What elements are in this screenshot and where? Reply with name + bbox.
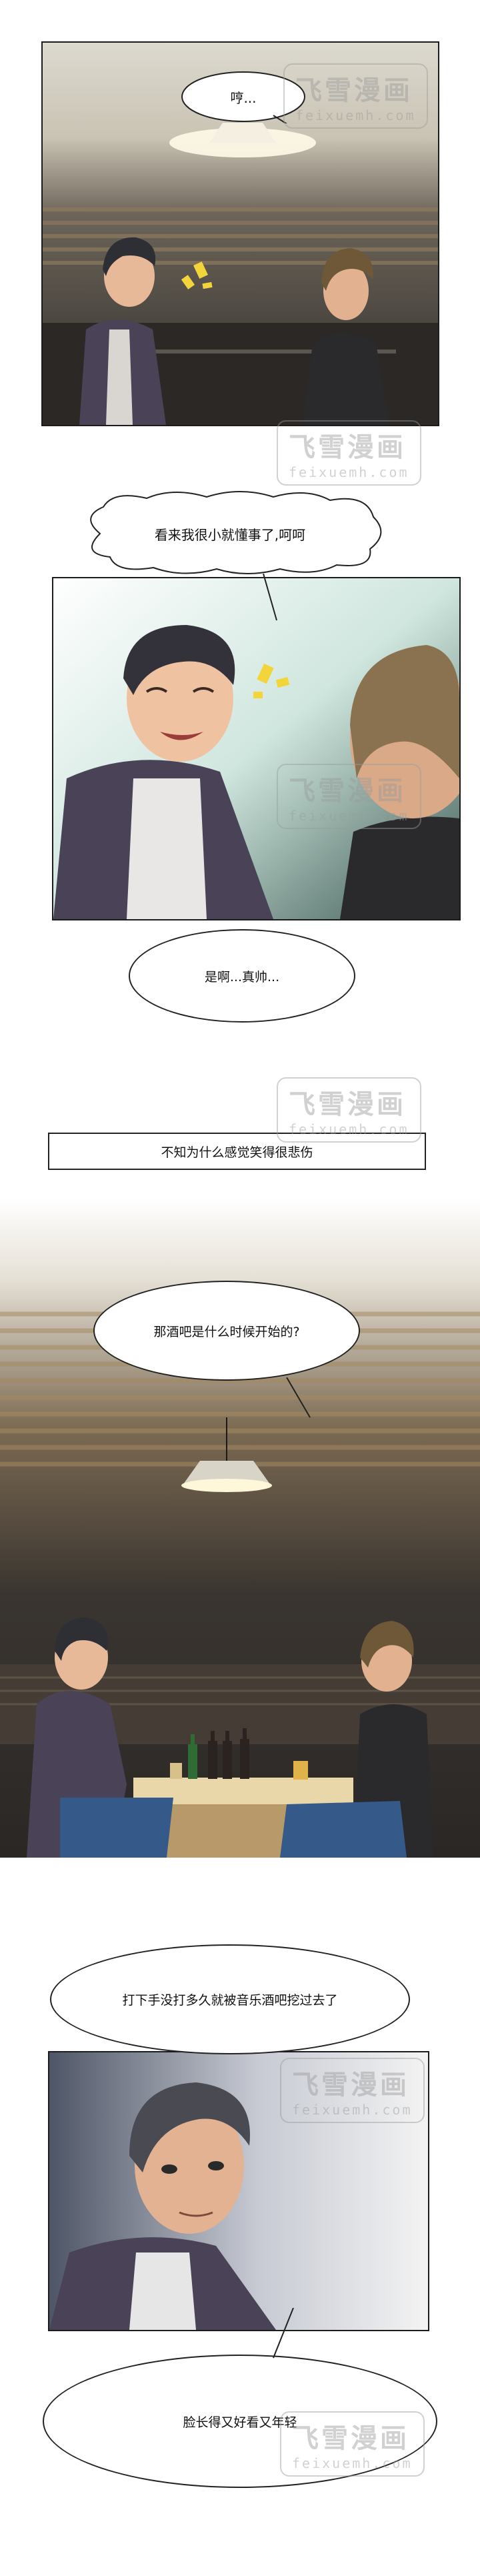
bottles — [170, 1728, 308, 1780]
character-back-head — [340, 645, 459, 919]
watermark-en: feixuemh.com — [292, 2455, 413, 2471]
watermark-6: 飞雪漫画 feixuemh.com — [280, 2411, 425, 2477]
watermark-cn: 飞雪漫画 — [292, 2423, 409, 2454]
watermark-en: feixuemh.com — [295, 107, 416, 123]
watermark-en: feixuemh.com — [289, 808, 409, 824]
character-right-man — [280, 1621, 433, 1858]
panel-5-art — [0, 1197, 480, 1858]
watermark-1: 飞雪漫画 feixuemh.com — [283, 63, 428, 129]
character-left-man — [27, 1618, 173, 1858]
speech-bubble-7: 脸长得又好看又年轻 — [43, 2355, 437, 2488]
speech-text-2: 看来我很小就懂事了,呵呵 — [154, 526, 306, 543]
character-left-man — [79, 237, 166, 425]
character-right-man — [303, 248, 389, 425]
panel-6 — [48, 2051, 429, 2331]
narration-caption: 不知为什么感觉笑得很悲伤 — [48, 1133, 426, 1170]
panel-2 — [52, 577, 461, 920]
watermark-en: feixuemh.com — [289, 1121, 409, 1137]
watermark-cn: 飞雪漫画 — [289, 1089, 406, 1120]
watermark-2: 飞雪漫画 feixuemh.com — [277, 420, 421, 486]
character-smiling-man — [53, 625, 273, 919]
watermark-cn: 飞雪漫画 — [289, 775, 406, 806]
watermark-en: feixuemh.com — [292, 2102, 413, 2118]
bubble-tail-2 — [263, 574, 277, 621]
watermark-en: feixuemh.com — [289, 464, 409, 480]
bubble-tail-5 — [286, 1377, 311, 1418]
watermark-5: 飞雪漫画 feixuemh.com — [280, 2058, 425, 2123]
watermark-cn: 飞雪漫画 — [289, 432, 406, 463]
watermark-4: 飞雪漫画 feixuemh.com — [277, 1077, 421, 1143]
panel-2-art — [53, 578, 459, 919]
speech-text-1: 哼... — [230, 89, 257, 106]
watermark-3: 飞雪漫画 feixuemh.com — [277, 764, 421, 829]
speech-bubble-5: 那酒吧是什么时候开始的? — [93, 1281, 360, 1381]
panel-6-art — [49, 2052, 428, 2330]
bubble-tail-7 — [273, 2308, 294, 2359]
speech-bubble-3: 是啊...真帅... — [129, 929, 355, 1023]
speech-bubble-2: 看来我很小就懂事了,呵呵 — [73, 490, 387, 577]
speech-bubble-6: 打下手没打多久就被音乐酒吧挖过去了 — [50, 1944, 410, 2054]
watermark-cn: 飞雪漫画 — [292, 2069, 409, 2100]
panel-5 — [0, 1197, 480, 1858]
character-sad-man — [49, 2082, 276, 2330]
speech-bubble-1: 哼... — [180, 70, 307, 123]
watermark-cn: 飞雪漫画 — [295, 75, 413, 106]
